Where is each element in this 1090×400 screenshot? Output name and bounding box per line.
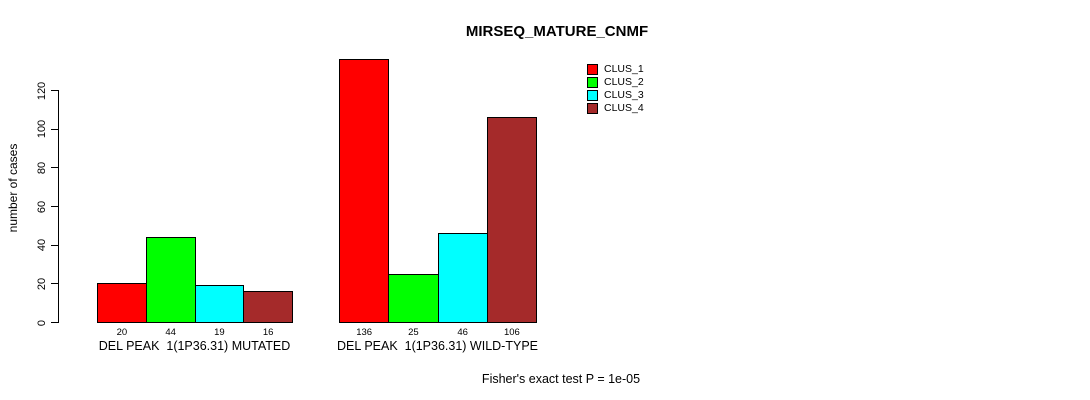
legend-label: CLUS_4 xyxy=(604,102,644,114)
y-axis-tick xyxy=(51,128,58,130)
bar-value-label: 16 xyxy=(262,327,274,338)
bar-value-label: 20 xyxy=(116,327,128,338)
y-axis-tick xyxy=(51,283,58,285)
legend-swatch-clus_4 xyxy=(587,103,598,114)
y-axis-tick xyxy=(51,90,58,91)
bar-clus_2 xyxy=(388,273,439,323)
bar-clus_3 xyxy=(194,285,245,323)
x-group-label: DEL PEAK 1(1P36.31) MUTATED xyxy=(98,339,291,353)
legend-row: CLUS_2 xyxy=(587,76,644,89)
bar-clus_4 xyxy=(486,117,537,323)
y-axis-tick xyxy=(51,167,58,169)
legend-label: CLUS_2 xyxy=(604,76,644,88)
legend-label: CLUS_1 xyxy=(604,63,644,75)
bar-value-label: 106 xyxy=(503,327,520,338)
legend-swatch-clus_3 xyxy=(587,90,598,101)
bar-clus_1 xyxy=(97,283,147,323)
legend-swatch-clus_1 xyxy=(587,64,598,75)
legend-label: CLUS_3 xyxy=(604,89,644,101)
bar-value-label: 19 xyxy=(214,327,225,338)
stat-test-note: Fisher's exact test P = 1e-05 xyxy=(481,372,641,386)
y-axis-tick xyxy=(51,206,58,207)
legend-row: CLUS_3 xyxy=(587,89,644,102)
x-group-label: DEL PEAK 1(1P36.31) WILD-TYPE xyxy=(336,339,539,353)
bar-value-label: 25 xyxy=(408,327,419,338)
bar-clus_2 xyxy=(145,236,196,323)
y-axis-line xyxy=(58,90,59,323)
y-axis-tick xyxy=(51,244,58,246)
legend: CLUS_1 CLUS_2 CLUS_3 CLUS_4 xyxy=(587,63,644,115)
bar-value-label: 44 xyxy=(165,327,176,338)
bar-clus_1 xyxy=(339,59,390,323)
legend-swatch-clus_2 xyxy=(587,77,598,88)
bar-clus_4 xyxy=(243,291,293,323)
bar-value-label: 46 xyxy=(457,327,468,338)
bar-value-label: 136 xyxy=(356,327,373,338)
legend-row: CLUS_1 xyxy=(587,63,644,76)
legend-row: CLUS_4 xyxy=(587,102,644,115)
chart-title: MIRSEQ_MATURE_CNMF xyxy=(465,23,649,40)
bar-clus_3 xyxy=(437,233,488,323)
y-axis-tick xyxy=(51,322,58,323)
